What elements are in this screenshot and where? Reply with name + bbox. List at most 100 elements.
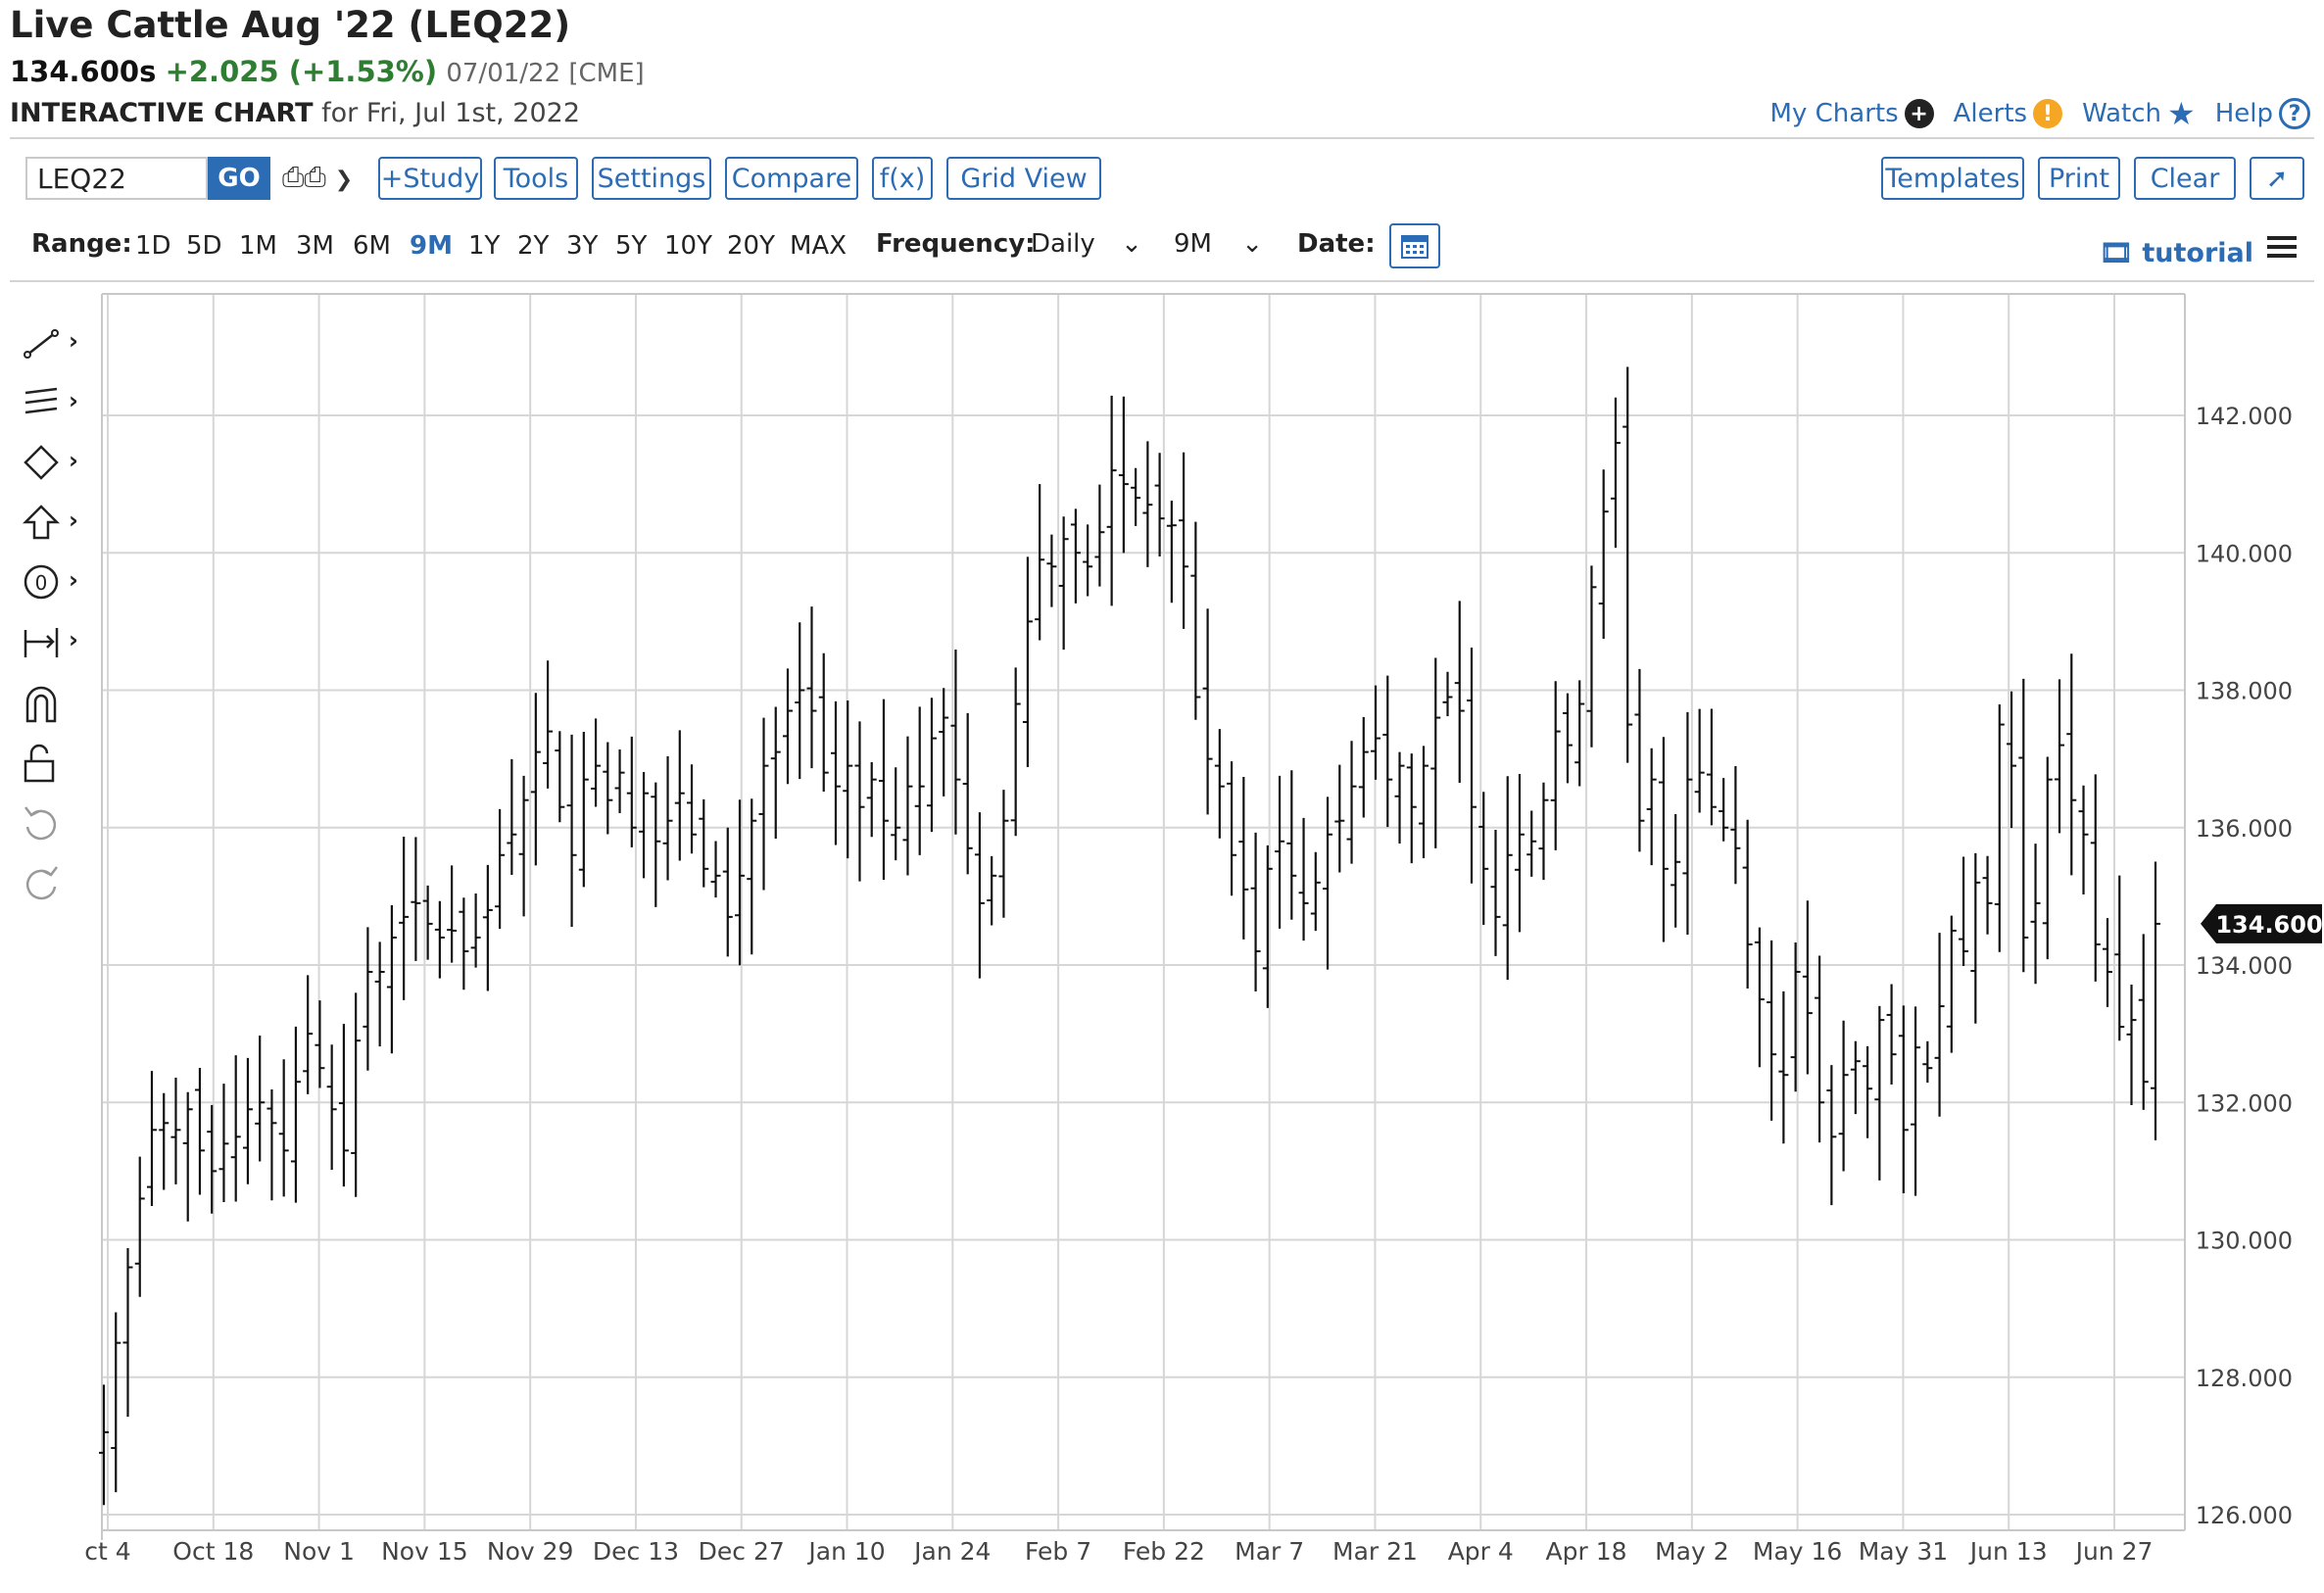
chart-for-date: for Fri, Jul 1st, 2022 — [321, 98, 581, 128]
range-option[interactable]: 5D — [186, 231, 222, 261]
range-option[interactable]: 1M — [239, 231, 277, 261]
expand-button[interactable]: ➚ — [2250, 157, 2304, 200]
settings-button[interactable]: Settings — [592, 157, 711, 200]
x-tick-label: Mar 7 — [1235, 1537, 1304, 1566]
range-option[interactable]: 10Y — [664, 231, 712, 261]
unlock-icon — [24, 744, 55, 783]
range-label: Range: — [31, 229, 132, 259]
range-option[interactable]: MAX — [790, 231, 847, 261]
range-option[interactable]: 2Y — [517, 231, 550, 261]
shape-tool[interactable]: › — [20, 443, 88, 486]
x-tick-label: Nov 1 — [283, 1537, 355, 1566]
chevron-right-icon: › — [69, 507, 78, 534]
fx-button[interactable]: f(x) — [872, 157, 933, 200]
x-tick-label: Feb 22 — [1123, 1537, 1205, 1566]
period-value: 9M — [1174, 229, 1212, 259]
calendar-button[interactable] — [1389, 223, 1440, 268]
question-circle-icon: ? — [2279, 98, 2310, 129]
symbol-input[interactable] — [25, 157, 208, 200]
divider — [10, 137, 2314, 139]
range-option[interactable]: 6M — [353, 231, 391, 261]
price-chart[interactable]: 142.000 140.000 138.000 136.000 134.000 132.0… — [0, 284, 2324, 1593]
my-charts-label: My Charts — [1769, 99, 1899, 128]
price-change: +2.025 (+1.53%) — [165, 55, 438, 88]
divider — [10, 280, 2314, 282]
x-tick-label: May 31 — [1859, 1537, 1948, 1566]
help-label: Help — [2214, 99, 2273, 128]
film-icon: 🎞 — [2099, 238, 2133, 268]
x-tick-label: Jan 24 — [912, 1537, 991, 1566]
compare-button[interactable]: Compare — [725, 157, 858, 200]
tutorial-label: tutorial — [2142, 238, 2253, 268]
y-tick-label: 138.000 — [2196, 678, 2293, 705]
ohlc-bars-icon: ⎙⎙ — [282, 161, 326, 193]
y-tick-label: 130.000 — [2196, 1228, 2293, 1255]
tutorial-link[interactable]: 🎞 tutorial — [2100, 237, 2253, 268]
undo-icon — [24, 806, 57, 841]
alert-badge-icon: ! — [2033, 99, 2063, 128]
period-dropdown[interactable]: 9M ⌄ — [1174, 229, 1263, 259]
chevron-down-icon: ⌄ — [1121, 229, 1142, 259]
chevron-down-icon: ❯ — [334, 168, 354, 192]
star-icon: ★ — [2167, 95, 2196, 132]
range-bar: Range: 1D 5D 1M 3M 6M 9M 1Y 2Y 3Y 5Y 10Y… — [10, 223, 2314, 272]
y-tick-label: 134.000 — [2196, 952, 2293, 980]
x-tick-label: May 2 — [1655, 1537, 1729, 1566]
fib-tool[interactable]: › — [20, 383, 88, 426]
redo-icon — [25, 866, 58, 900]
measure-tool[interactable]: › — [20, 622, 88, 665]
last-price-tag — [2201, 903, 2322, 943]
help-link[interactable]: Help ? — [2215, 98, 2310, 129]
quote-date-exchange: 07/01/22 [CME] — [446, 59, 645, 88]
fibonacci-lines-icon — [24, 387, 58, 414]
last-price: 134.600s — [10, 55, 157, 88]
lock-tool[interactable] — [20, 742, 88, 785]
x-tick-label: Jun 27 — [2074, 1537, 2154, 1566]
grid-view-button[interactable]: Grid View — [946, 157, 1101, 200]
x-tick-label: Dec 27 — [699, 1537, 785, 1566]
svg-text:0: 0 — [35, 571, 48, 595]
chevron-right-icon: › — [69, 327, 78, 355]
range-option[interactable]: 3M — [296, 231, 334, 261]
arrow-tool[interactable]: › — [20, 503, 88, 546]
range-option-active[interactable]: 9M — [410, 231, 453, 261]
frequency-dropdown[interactable]: Daily ⌄ — [1031, 229, 1142, 259]
undo-button[interactable] — [20, 801, 88, 845]
watch-label: Watch — [2082, 99, 2162, 128]
plus-circle-icon: + — [1904, 99, 1934, 128]
y-tick-label: 126.000 — [2196, 1502, 2293, 1529]
circle-zero-icon: 0 — [24, 564, 59, 600]
clear-button[interactable]: Clear — [2134, 157, 2236, 200]
print-button[interactable]: Print — [2038, 157, 2120, 200]
study-button[interactable]: +Study — [378, 157, 482, 200]
range-option[interactable]: 3Y — [566, 231, 599, 261]
hamburger-menu-icon[interactable] — [2267, 231, 2297, 263]
quote-line: 134.600s +2.025 (+1.53%) 07/01/22 [CME] — [10, 55, 645, 88]
tools-button[interactable]: Tools — [494, 157, 578, 200]
annotation-tool[interactable]: 0 › — [20, 562, 88, 605]
x-tick-label: Feb 7 — [1025, 1537, 1091, 1566]
x-tick-label: ct 4 — [84, 1537, 130, 1566]
alerts-link[interactable]: Alerts ! — [1954, 98, 2063, 129]
watch-link[interactable]: Watch ★ — [2082, 98, 2196, 129]
range-option[interactable]: 5Y — [615, 231, 648, 261]
range-option[interactable]: 1Y — [468, 231, 501, 261]
x-tick-label: Jan 10 — [806, 1537, 885, 1566]
bar-type-dropdown[interactable]: ⎙⎙ ❯ — [282, 161, 353, 194]
chevron-down-icon: ⌄ — [1241, 229, 1264, 259]
line-tool[interactable]: › — [20, 323, 88, 366]
my-charts-link[interactable]: My Charts + — [1770, 98, 1934, 129]
templates-button[interactable]: Templates — [1881, 157, 2024, 200]
x-tick-label: Jun 13 — [1968, 1537, 2048, 1566]
magnet-tool[interactable] — [20, 682, 88, 725]
redo-button[interactable] — [20, 861, 88, 904]
range-option[interactable]: 20Y — [727, 231, 775, 261]
range-option[interactable]: 1D — [135, 231, 171, 261]
x-tick-label: Nov 15 — [381, 1537, 468, 1566]
date-label: Date: — [1297, 229, 1376, 259]
go-button[interactable]: GO — [208, 157, 270, 200]
chevron-right-icon: › — [69, 447, 78, 474]
frequency-value: Daily — [1031, 229, 1095, 259]
expand-icon: ➚ — [2265, 163, 2289, 194]
x-tick-label: Dec 13 — [593, 1537, 679, 1566]
